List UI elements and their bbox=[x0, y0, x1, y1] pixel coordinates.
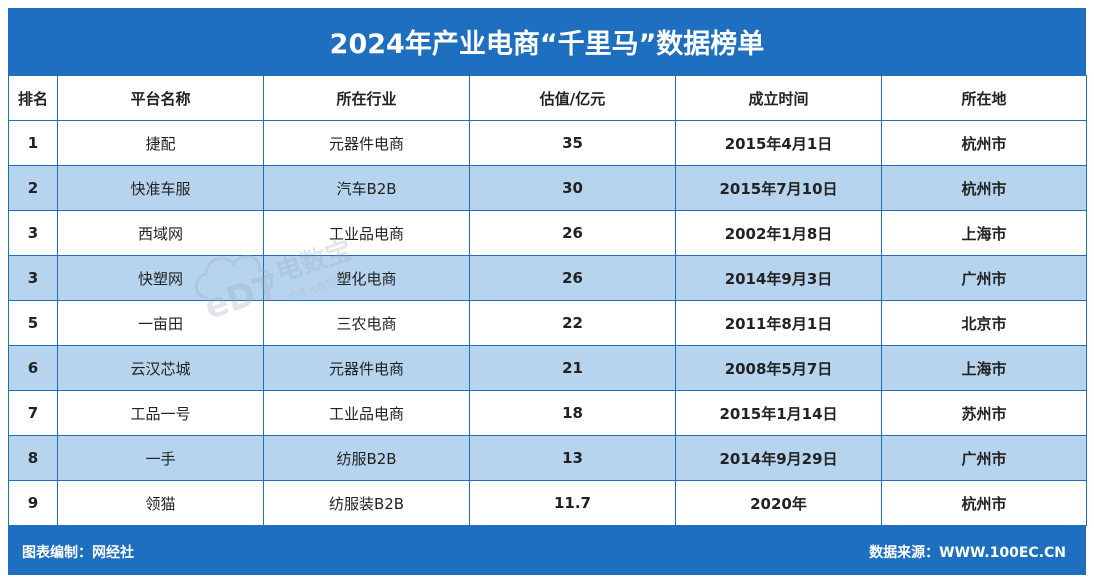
cell-rank: 5 bbox=[8, 300, 58, 346]
cell-platform-name: 一手 bbox=[57, 435, 264, 481]
footer-bar: 图表编制：网经社 数据来源：WWW.100EC.CN bbox=[8, 528, 1086, 575]
cell-platform-name: 快准车服 bbox=[57, 165, 264, 211]
table-row: 5 一亩田 三农电商 22 2011年8月1日 北京市 bbox=[8, 300, 1087, 346]
cell-industry: 纺服装B2B bbox=[263, 480, 470, 526]
cell-valuation: 21 bbox=[469, 345, 676, 391]
footer-source: 数据来源：WWW.100EC.CN bbox=[869, 545, 1066, 561]
cell-founded: 2002年1月8日 bbox=[675, 210, 882, 256]
cell-valuation: 26 bbox=[469, 255, 676, 301]
cell-industry: 元器件电商 bbox=[263, 120, 470, 166]
cell-location: 广州市 bbox=[881, 435, 1087, 481]
cell-founded: 2014年9月3日 bbox=[675, 255, 882, 301]
table-row: 3 西域网 工业品电商 26 2002年1月8日 上海市 bbox=[8, 210, 1087, 256]
cell-industry: 元器件电商 bbox=[263, 345, 470, 391]
cell-founded: 2020年 bbox=[675, 480, 882, 526]
ranking-table: 排名 平台名称 所在行业 估值/亿元 成立时间 所在地 1 捷配 元器件电商 35 20… bbox=[8, 75, 1087, 526]
cell-platform-name: 云汉芯城 bbox=[57, 345, 264, 391]
cell-founded: 2015年4月1日 bbox=[675, 120, 882, 166]
cell-location: 广州市 bbox=[881, 255, 1087, 301]
cell-valuation: 30 bbox=[469, 165, 676, 211]
cell-rank: 6 bbox=[8, 345, 58, 391]
cell-founded: 2008年5月7日 bbox=[675, 345, 882, 391]
cell-platform-name: 快塑网 bbox=[57, 255, 264, 301]
cell-rank: 7 bbox=[8, 390, 58, 436]
table-row: 2 快准车服 汽车B2B 30 2015年7月10日 杭州市 bbox=[8, 165, 1087, 211]
cell-platform-name: 工品一号 bbox=[57, 390, 264, 436]
cell-location: 上海市 bbox=[881, 345, 1087, 391]
table-row: 1 捷配 元器件电商 35 2015年4月1日 杭州市 bbox=[8, 120, 1087, 166]
ranking-table-panel: 2024年产业电商“千里马”数据榜单 排名 平台名称 所在行业 估值/亿元 成立… bbox=[8, 8, 1087, 575]
cell-platform-name: 领猫 bbox=[57, 480, 264, 526]
cell-platform-name: 一亩田 bbox=[57, 300, 264, 346]
cell-valuation: 13 bbox=[469, 435, 676, 481]
cell-valuation: 35 bbox=[469, 120, 676, 166]
cell-rank: 2 bbox=[8, 165, 58, 211]
cell-rank: 1 bbox=[8, 120, 58, 166]
cell-location: 杭州市 bbox=[881, 480, 1087, 526]
cell-founded: 2015年7月10日 bbox=[675, 165, 882, 211]
cell-valuation: 11.7 bbox=[469, 480, 676, 526]
table-body: 1 捷配 元器件电商 35 2015年4月1日 杭州市 2 快准车服 汽车B2B 30 2015年7… bbox=[8, 120, 1087, 526]
table-row: 6 云汉芯城 元器件电商 21 2008年5月7日 上海市 bbox=[8, 345, 1087, 391]
cell-founded: 2015年1月14日 bbox=[675, 390, 882, 436]
cell-rank: 9 bbox=[8, 480, 58, 526]
cell-location: 杭州市 bbox=[881, 120, 1087, 166]
cell-rank: 3 bbox=[8, 255, 58, 301]
cell-valuation: 26 bbox=[469, 210, 676, 256]
cell-location: 杭州市 bbox=[881, 165, 1087, 211]
cell-valuation: 22 bbox=[469, 300, 676, 346]
column-header-rank: 排名 bbox=[8, 75, 58, 121]
cell-platform-name: 西域网 bbox=[57, 210, 264, 256]
table-row: 7 工品一号 工业品电商 18 2015年1月14日 苏州市 bbox=[8, 390, 1087, 436]
cell-location: 苏州市 bbox=[881, 390, 1087, 436]
page-title: 2024年产业电商“千里马”数据榜单 bbox=[329, 29, 765, 60]
cell-industry: 工业品电商 bbox=[263, 210, 470, 256]
cell-valuation: 18 bbox=[469, 390, 676, 436]
table-header-row: 排名 平台名称 所在行业 估值/亿元 成立时间 所在地 bbox=[8, 75, 1087, 121]
column-header-platform: 平台名称 bbox=[57, 75, 264, 121]
cell-industry: 汽车B2B bbox=[263, 165, 470, 211]
cell-rank: 8 bbox=[8, 435, 58, 481]
cell-industry: 纺服B2B bbox=[263, 435, 470, 481]
cell-founded: 2011年8月1日 bbox=[675, 300, 882, 346]
cell-founded: 2014年9月29日 bbox=[675, 435, 882, 481]
table-row: 3 快塑网 塑化电商 26 2014年9月3日 广州市 bbox=[8, 255, 1087, 301]
cell-platform-name: 捷配 bbox=[57, 120, 264, 166]
column-header-location: 所在地 bbox=[881, 75, 1087, 121]
cell-industry: 工业品电商 bbox=[263, 390, 470, 436]
table-row: 9 领猫 纺服装B2B 11.7 2020年 杭州市 bbox=[8, 480, 1087, 526]
column-header-valuation: 估值/亿元 bbox=[469, 75, 676, 121]
table-row: 8 一手 纺服B2B 13 2014年9月29日 广州市 bbox=[8, 435, 1087, 481]
cell-location: 北京市 bbox=[881, 300, 1087, 346]
cell-industry: 塑化电商 bbox=[263, 255, 470, 301]
column-header-industry: 所在行业 bbox=[263, 75, 470, 121]
cell-rank: 3 bbox=[8, 210, 58, 256]
column-header-founded: 成立时间 bbox=[675, 75, 882, 121]
cell-industry: 三农电商 bbox=[263, 300, 470, 346]
cell-location: 上海市 bbox=[881, 210, 1087, 256]
footer-credit: 图表编制：网经社 bbox=[22, 545, 134, 561]
